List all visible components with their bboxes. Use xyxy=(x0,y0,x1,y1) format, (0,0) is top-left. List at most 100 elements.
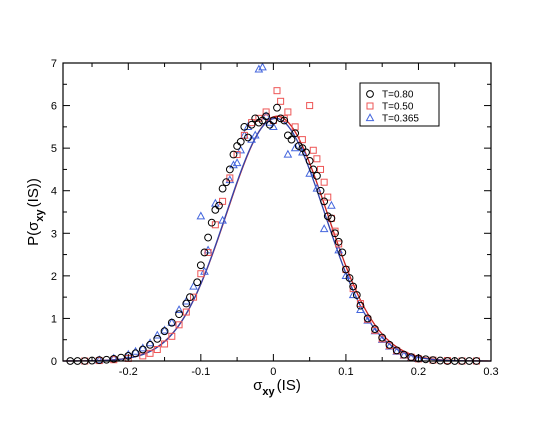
y-tick-label: 7 xyxy=(51,58,57,70)
y-axis-label: P(σxy(IS)) xyxy=(25,178,46,246)
data-point xyxy=(131,349,140,358)
data-point xyxy=(244,133,252,142)
data-point xyxy=(168,332,176,340)
svg-text:σxy(IS): σxy (IS) xyxy=(253,377,301,398)
data-point xyxy=(352,291,361,299)
data-point xyxy=(233,151,241,159)
data-point xyxy=(153,346,161,354)
data-point xyxy=(146,349,154,357)
data-point xyxy=(153,334,162,343)
data-point xyxy=(160,327,169,336)
legend-label: T=0.80 xyxy=(382,90,414,101)
data-point xyxy=(305,157,314,165)
series-circle xyxy=(66,103,481,365)
data-point xyxy=(302,148,310,157)
data-point xyxy=(317,165,325,173)
data-point xyxy=(378,333,387,342)
data-point xyxy=(215,201,223,210)
data-point xyxy=(94,355,104,364)
data-point xyxy=(190,293,198,301)
data-points xyxy=(66,62,481,365)
data-point xyxy=(312,171,321,180)
data-point xyxy=(305,168,314,177)
data-point xyxy=(309,146,317,154)
data-point xyxy=(145,338,155,347)
data-point xyxy=(225,165,234,174)
data-point xyxy=(138,343,148,352)
x-tick-label: -0.1 xyxy=(191,366,210,378)
data-point xyxy=(189,281,198,290)
data-point xyxy=(269,116,278,125)
data-point xyxy=(348,290,358,299)
data-point xyxy=(197,270,205,278)
data-point xyxy=(273,103,281,112)
data-point xyxy=(284,108,292,116)
data-point xyxy=(356,305,365,314)
data-point xyxy=(385,340,394,349)
data-point xyxy=(363,314,372,323)
data-point xyxy=(182,299,191,308)
y-tick-label: 2 xyxy=(51,271,57,283)
y-tick-label: 1 xyxy=(51,313,57,325)
data-point xyxy=(331,229,339,238)
data-point xyxy=(421,355,430,364)
x-tick-label: 0.2 xyxy=(411,366,426,378)
data-point xyxy=(243,122,253,130)
data-point xyxy=(254,64,264,73)
x-axis-label-base: σ xyxy=(253,377,263,394)
data-point xyxy=(175,310,183,319)
data-point xyxy=(349,282,358,291)
data-point xyxy=(161,340,169,348)
data-point xyxy=(309,165,318,174)
data-point xyxy=(196,261,205,270)
data-point xyxy=(167,318,176,327)
data-point xyxy=(283,149,293,158)
data-point xyxy=(277,97,285,105)
data-point xyxy=(316,186,325,195)
y-axis-label-sub: xy xyxy=(34,208,46,221)
data-point xyxy=(327,200,336,209)
data-point xyxy=(229,160,238,169)
data-point xyxy=(186,293,194,302)
data-point xyxy=(291,129,300,138)
data-point xyxy=(193,278,202,287)
data-point xyxy=(236,145,246,154)
data-point xyxy=(320,197,329,206)
data-point xyxy=(182,308,190,316)
legend: T=0.80T=0.50T=0.365 xyxy=(359,82,440,127)
data-point xyxy=(363,315,373,324)
data-point xyxy=(152,330,162,339)
data-point xyxy=(298,136,306,144)
legend-marker xyxy=(366,102,374,110)
data-point xyxy=(222,178,231,187)
legend-marker xyxy=(365,113,375,122)
legend-label: T=0.50 xyxy=(382,102,414,113)
data-point xyxy=(262,108,270,116)
data-point xyxy=(204,248,212,256)
data-point xyxy=(250,130,260,139)
series-triangle xyxy=(94,62,423,364)
data-point xyxy=(306,102,314,110)
data-point xyxy=(207,218,216,227)
data-point xyxy=(273,87,281,95)
data-point xyxy=(320,178,328,186)
data-point xyxy=(345,274,354,282)
data-point xyxy=(298,147,307,156)
data-point xyxy=(287,135,296,144)
data-point xyxy=(232,158,242,167)
data-point xyxy=(174,305,184,314)
x-tick-label: 0 xyxy=(270,366,276,378)
data-point xyxy=(109,354,118,363)
data-point xyxy=(280,116,289,125)
legend-label: T=0.365 xyxy=(382,114,419,125)
y-axis-label-base: σ xyxy=(25,221,42,231)
x-axis-label: σxy (IS) xyxy=(253,377,301,398)
data-point xyxy=(262,112,271,121)
data-point xyxy=(218,184,227,193)
data-point xyxy=(204,233,212,242)
data-point xyxy=(261,111,271,120)
y-axis-label-suffix: (IS)) xyxy=(25,178,42,207)
data-point xyxy=(334,237,343,246)
data-point xyxy=(319,224,329,233)
